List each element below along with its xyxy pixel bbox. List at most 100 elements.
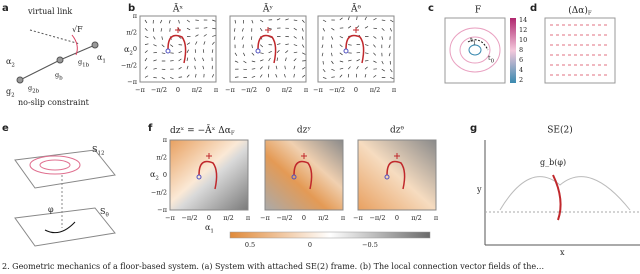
vector-arrow: [293, 36, 297, 39]
vector-arrow: [194, 65, 196, 70]
plot-title: F: [475, 6, 481, 16]
vector-arrow: [285, 43, 289, 45]
plot-title: SE(2): [547, 125, 572, 136]
vector-arrow: [144, 27, 148, 32]
start-point: [343, 48, 349, 54]
vector-arrow: [144, 50, 148, 54]
plot-frame: [169, 139, 249, 211]
axis-label: y: [476, 185, 482, 194]
vector-arrow: [153, 67, 157, 70]
colorbar: [229, 231, 431, 239]
annotation: t0: [488, 54, 495, 64]
vector-arrow: [364, 52, 369, 54]
vector-arrow: [339, 60, 344, 63]
vector-arrow: [260, 52, 264, 54]
x-tick-label: π/2: [318, 214, 329, 222]
vector-arrow: [195, 73, 197, 78]
trajectory: [257, 34, 277, 64]
x-tick-label: π: [341, 214, 346, 222]
x-tick-label: π: [214, 86, 219, 94]
vector-arrow: [293, 19, 298, 21]
y-tick-label: π/2: [156, 154, 167, 162]
vector-arrow: [381, 27, 385, 31]
vector-arrow: [276, 18, 281, 21]
vector-arrow: [241, 36, 244, 40]
vector-arrow: [161, 52, 166, 54]
x-tick-label: −π: [313, 86, 323, 94]
annotation-sub: 2b: [32, 88, 39, 94]
colorbar-tick-label: −0.5: [362, 241, 378, 249]
annotation: √F: [72, 25, 83, 34]
vector-arrow: [259, 74, 263, 78]
axis-label: x: [560, 248, 565, 257]
plot-title-base: dzˣ = −Āˣ Δα: [170, 124, 231, 136]
panel-label: a: [2, 3, 9, 14]
vector-arrow: [381, 36, 384, 40]
panel-label: e: [2, 123, 9, 134]
vector-arrow: [364, 66, 368, 70]
x-tick-label: −π: [225, 86, 235, 94]
vector-arrow: [301, 36, 304, 40]
colorbar-tick-label: 10: [519, 36, 527, 44]
panel-label: c: [428, 3, 434, 14]
vector-arrow: [381, 68, 385, 72]
vector-arrow: [161, 77, 166, 80]
vector-arrow: [389, 28, 392, 32]
vector-arrow: [153, 59, 157, 62]
vector-arrow: [339, 17, 343, 21]
vector-arrow: [211, 49, 214, 53]
vector-arrow: [321, 52, 324, 57]
annotation: α1: [97, 53, 106, 64]
vector-arrow: [364, 26, 369, 29]
vector-arrow: [234, 76, 239, 78]
vector-arrow: [203, 41, 206, 45]
vector-arrow: [144, 66, 148, 70]
vector-arrow: [259, 28, 263, 32]
y-tick-label: 0: [163, 171, 167, 179]
vector-arrow: [356, 25, 360, 29]
vector-arrow: [364, 73, 367, 78]
vector-arrow: [260, 59, 264, 62]
annotation: no-slip constraint: [18, 98, 90, 107]
annotation: φ: [48, 205, 54, 214]
vector-arrow: [339, 74, 343, 78]
annotation: g_b(φ): [540, 158, 566, 167]
start-point: [196, 174, 202, 180]
vector-arrow: [251, 44, 253, 49]
x-tick-label: 0: [266, 86, 270, 94]
x-tick-label: 0: [395, 214, 399, 222]
panel-label: g: [470, 123, 477, 134]
axis-label: α1: [205, 223, 214, 234]
vector-arrow: [186, 49, 189, 53]
vector-arrow: [211, 74, 215, 78]
vector-arrow: [301, 19, 305, 23]
annotation-base: g: [55, 71, 59, 79]
vector-arrow: [293, 51, 298, 54]
vector-arrow: [381, 19, 386, 21]
plus-marker: [265, 27, 271, 33]
vector-arrow: [202, 49, 205, 53]
y-tick-label: −π: [127, 78, 137, 86]
vector-arrow: [234, 19, 237, 24]
colorbar-tick-label: 2: [519, 76, 523, 84]
vector-arrow: [322, 68, 326, 73]
vector-arrow: [251, 68, 256, 70]
plus-marker: [301, 153, 307, 159]
vector-arrow: [251, 75, 256, 78]
axis-label-sub: 2: [155, 175, 159, 181]
x-tick-label: −π: [260, 214, 270, 222]
vector-arrow: [260, 19, 264, 23]
vector-arrow: [347, 16, 350, 21]
y-tick-label: −π: [157, 206, 167, 214]
vector-arrow: [331, 36, 334, 40]
vector-arrow: [364, 44, 369, 46]
annotation-base: t: [488, 54, 491, 62]
vector-arrow: [186, 27, 191, 31]
axis-label-sub: 2: [129, 50, 133, 56]
start-point: [384, 174, 390, 180]
vector-arrow: [339, 67, 344, 70]
vector-arrow: [276, 50, 280, 54]
vector-arrow: [241, 28, 244, 32]
colorbar-tick-label: 0: [308, 241, 312, 249]
